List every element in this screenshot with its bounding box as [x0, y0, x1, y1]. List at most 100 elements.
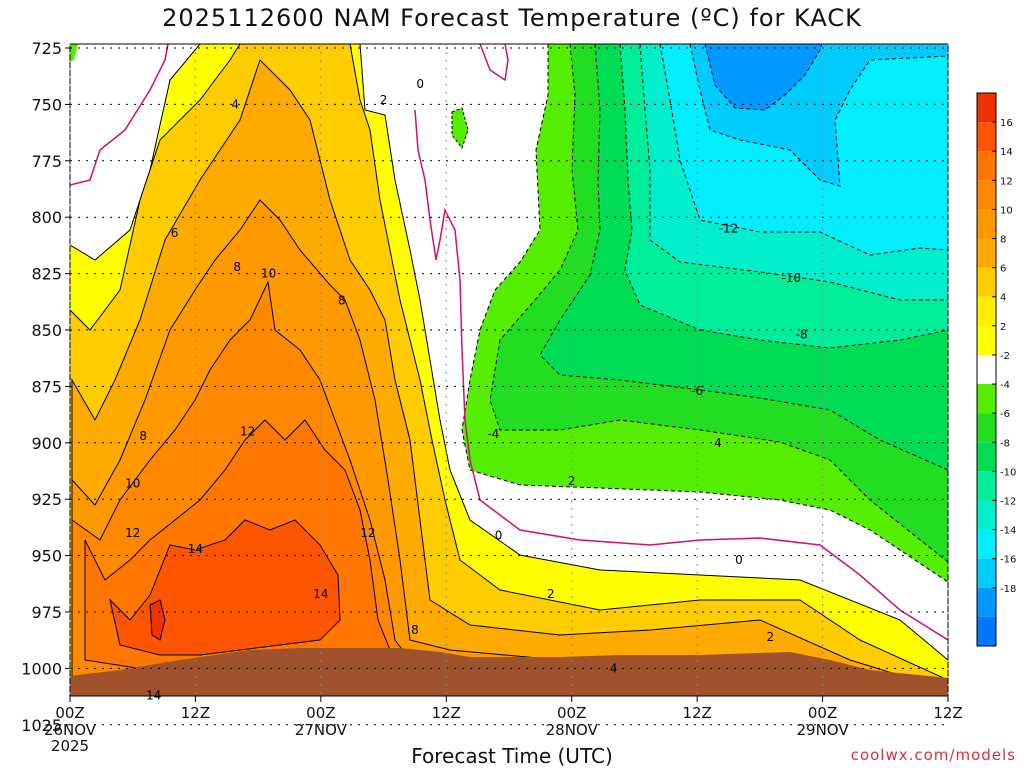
contour-zero-left	[70, 44, 169, 186]
y-tick-label: 925	[31, 490, 62, 509]
colorbar-swatch	[977, 209, 996, 239]
y-tick-label: 850	[31, 321, 62, 340]
x-tick-sublabel: 28NOV	[546, 721, 599, 739]
contour-label: -8	[796, 328, 808, 342]
contour-label: -10	[781, 271, 801, 285]
contour-label: 12	[240, 425, 255, 439]
contour-label: 8	[233, 260, 241, 274]
x-tick-label: 00Z	[808, 704, 837, 722]
band-minus-16	[704, 44, 823, 111]
colorbar-swatch	[977, 384, 996, 414]
contour-label: 8	[411, 623, 419, 637]
contour-label: 14	[146, 688, 161, 702]
colorbar-swatch	[977, 616, 996, 646]
y-tick-label: 825	[31, 265, 62, 284]
y-tick-label: 975	[31, 603, 62, 622]
x-tick-label: 12Z	[181, 704, 210, 722]
contour-label: -4	[487, 427, 499, 441]
colorbar-swatch	[977, 93, 996, 123]
x-axis-title: Forecast Time (UTC)	[411, 744, 613, 768]
y-tick-label: 775	[31, 152, 62, 171]
contour-label: 10	[261, 267, 276, 281]
contour-label: 0	[416, 77, 424, 91]
contour-label: 2	[547, 587, 555, 601]
colorbar-swatch	[977, 238, 996, 268]
colorbar-label: -18	[1000, 584, 1016, 595]
contour-label: 12	[125, 526, 140, 540]
x-tick-sublabel: 27NOV	[295, 721, 348, 739]
colorbar-swatch	[977, 354, 996, 385]
colorbar-label: 16	[1000, 118, 1013, 129]
colorbar: 16 14 12 10 8 6 4 2 -2 -4 -6 -8 -10 -12 -14 -16 -18	[976, 92, 1016, 647]
contour-label: 6	[171, 226, 179, 240]
contour-label: 12	[360, 526, 375, 540]
colorbar-label: 6	[1000, 264, 1006, 275]
colorbar-label: 10	[1000, 205, 1013, 216]
x-tick-label: 12Z	[432, 704, 461, 722]
x-tick-sublabel: 29NOV	[797, 721, 850, 739]
colorbar-swatch	[977, 122, 996, 152]
contour-label: 2	[766, 630, 774, 644]
band-14	[109, 519, 341, 656]
credit-link[interactable]: coolwx.com/models	[850, 746, 1016, 764]
x-tick-label: 12Z	[682, 704, 711, 722]
colorbar-label: 8	[1000, 235, 1006, 246]
contour-label: 4	[714, 436, 722, 450]
colorbar-swatch	[977, 558, 996, 588]
x-tick-sublabel: 26NOV	[44, 721, 97, 739]
contour-label: 0	[735, 553, 743, 567]
y-tick-label: 900	[31, 434, 62, 453]
contour-label: 4	[610, 661, 618, 675]
colorbar-label: -4	[1000, 380, 1010, 391]
x-tick-label: 00Z	[306, 704, 335, 722]
colorbar-swatch	[977, 267, 996, 297]
colorbar-swatch	[977, 442, 996, 472]
x-tick-sublabel: 2025	[51, 737, 89, 755]
colorbar-label: -10	[1000, 467, 1016, 478]
colorbar-label: 2	[1000, 322, 1006, 333]
terrain	[70, 648, 948, 696]
chart-title: 2025112600 NAM Forecast Temperature (ºC)…	[162, 4, 862, 32]
colorbar-swatch	[977, 471, 996, 501]
contour-label: -12	[719, 221, 739, 235]
colorbar-label: 12	[1000, 176, 1013, 187]
contour-label: -6	[691, 384, 703, 398]
contour-label: 2	[380, 93, 388, 107]
contour-zero-top	[479, 44, 509, 82]
colorbar-swatch	[977, 325, 996, 355]
contour-label: 8	[338, 294, 346, 308]
contour-labels: 0 2 4 6 8 10 8 12 8 10 12 14 12 14 8 14 0 2 4 2 -4 -6 -8 -10 -12…	[125, 77, 808, 702]
colorbar-label: -16	[1000, 555, 1016, 566]
contour-label: 14	[188, 542, 203, 556]
x-tick-label: 12Z	[933, 704, 962, 722]
colorbar-label: -6	[1000, 409, 1010, 420]
contour-label: 2	[568, 474, 576, 488]
y-axis-labels: 725 750 775 800 825 850 875 900 925 950 975 1000 102…	[21, 39, 62, 735]
contour-label: 10	[125, 476, 140, 490]
colorbar-swatch	[977, 529, 996, 559]
temperature-field	[70, 44, 948, 696]
colorbar-label: -8	[1000, 438, 1010, 449]
colorbar-label: -12	[1000, 496, 1016, 507]
colorbar-label: 4	[1000, 293, 1006, 304]
colorbar-label: -14	[1000, 526, 1016, 537]
y-tick-label: 875	[31, 377, 62, 396]
x-tick-label: 00Z	[55, 704, 84, 722]
colorbar-swatch	[977, 413, 996, 443]
colorbar-label: -2	[1000, 351, 1010, 362]
grid	[65, 44, 949, 726]
y-tick-label: 1000	[21, 659, 62, 678]
y-tick-label: 750	[31, 95, 62, 114]
colorbar-swatch	[977, 296, 996, 326]
y-tick-label: 950	[31, 547, 62, 566]
plot-frame	[69, 43, 949, 697]
contour-zero-mid	[414, 109, 948, 641]
y-tick-label: 1025	[21, 716, 62, 735]
contour-label: 0	[495, 528, 503, 542]
colorbar-swatch	[977, 180, 996, 210]
colorbar-swatch	[977, 151, 996, 181]
x-tick-label: 00Z	[557, 704, 586, 722]
colorbar-label: 14	[1000, 147, 1013, 158]
